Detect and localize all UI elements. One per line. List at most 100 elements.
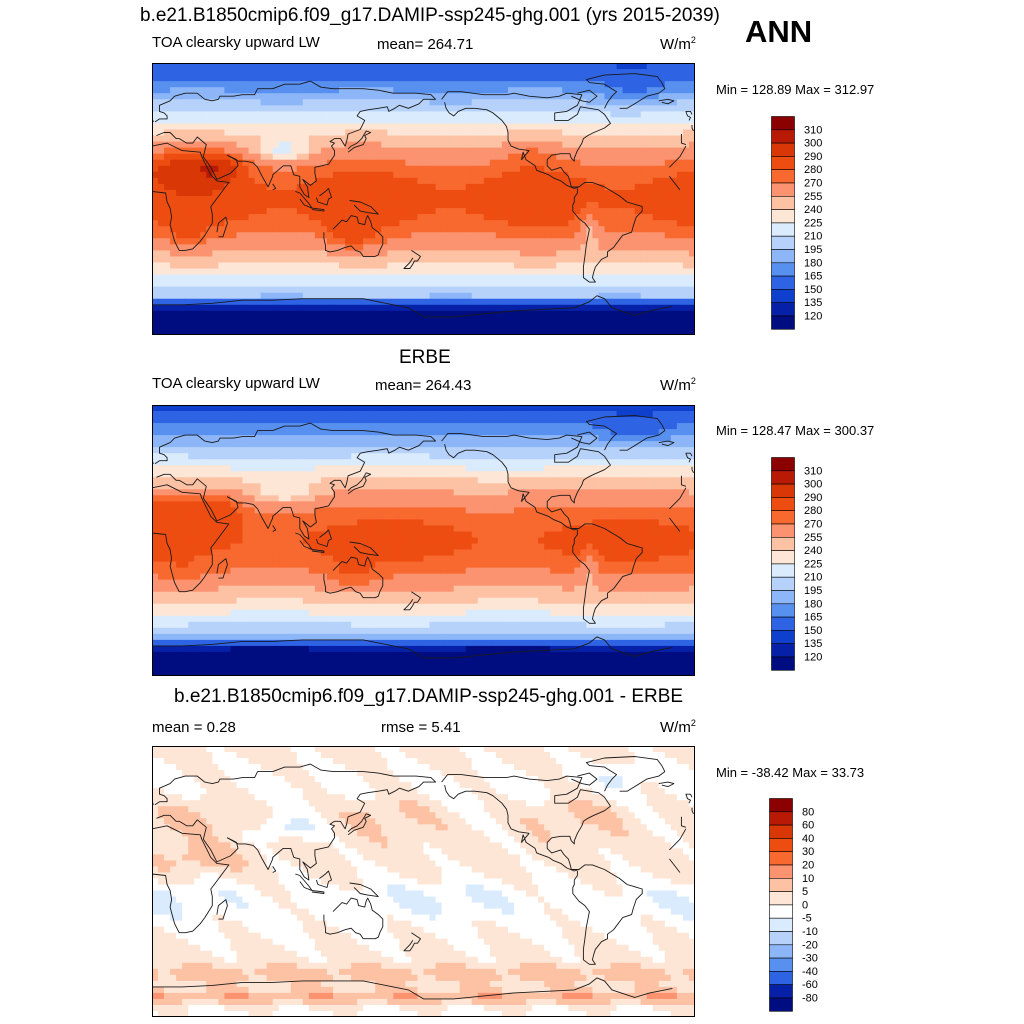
heatmap-cell	[520, 274, 527, 282]
heatmap-cell	[381, 262, 388, 270]
heatmap-cell	[194, 465, 201, 472]
heatmap-cell	[339, 147, 346, 155]
heatmap-cell	[242, 489, 250, 496]
heatmap-cell	[423, 292, 431, 300]
heatmap-cell	[236, 202, 244, 209]
heatmap-cell	[598, 153, 606, 161]
heatmap-cell	[326, 238, 334, 245]
heatmap-cell	[170, 615, 177, 623]
heatmap-cell	[230, 316, 238, 324]
heatmap-cell	[248, 93, 256, 100]
heatmap-cell	[254, 621, 262, 629]
heatmap-cell	[387, 280, 394, 288]
heatmap-cell	[622, 274, 630, 282]
heatmap-cell	[248, 220, 256, 227]
heatmap-cell	[411, 195, 419, 203]
heatmap-cell	[218, 153, 225, 161]
heatmap-cell	[164, 232, 171, 239]
heatmap-cell	[164, 441, 171, 448]
heatmap-cell	[405, 159, 413, 167]
heatmap-cell	[224, 495, 232, 502]
heatmap-cell	[387, 214, 394, 221]
heatmap-cell	[224, 274, 232, 282]
heatmap-cell	[242, 292, 250, 300]
heatmap-cell	[598, 87, 606, 94]
heatmap-cell	[176, 669, 183, 676]
heatmap-cell	[507, 298, 515, 306]
heatmap-cell	[242, 226, 250, 233]
heatmap-cell	[206, 591, 213, 599]
heatmap-cell	[393, 220, 400, 227]
heatmap-cell	[532, 214, 539, 221]
heatmap-cell	[326, 75, 334, 82]
heatmap-cell	[441, 141, 449, 149]
heatmap-cell	[664, 117, 672, 125]
heatmap-cell	[260, 405, 268, 412]
heatmap-cell	[351, 171, 358, 179]
heatmap-cell	[152, 328, 159, 335]
heatmap-cell	[411, 171, 419, 179]
heatmap-cell	[646, 310, 654, 318]
heatmap-cell	[224, 256, 232, 264]
heatmap-cell	[435, 232, 443, 239]
heatmap-cell	[538, 129, 545, 137]
colorbar-tick-label: 255	[804, 191, 822, 203]
heatmap-cells	[152, 405, 695, 676]
heatmap-cell	[399, 141, 406, 149]
heatmap-cell	[200, 250, 207, 258]
heatmap-cell	[411, 105, 419, 112]
heatmap-cell	[598, 226, 606, 233]
heatmap-cell	[152, 159, 159, 167]
heatmap-cell	[483, 147, 491, 155]
heatmap-cell	[248, 495, 256, 502]
heatmap-cell	[278, 232, 286, 239]
heatmap-cell	[200, 123, 207, 131]
heatmap-cell	[326, 195, 334, 203]
heatmap-cell	[399, 69, 406, 76]
heatmap-cell	[429, 292, 437, 300]
heatmap-cell	[152, 411, 159, 418]
heatmap-cell	[399, 286, 406, 294]
heatmap-cell	[507, 328, 515, 335]
heatmap-cell	[520, 202, 527, 209]
heatmap-cell	[314, 129, 322, 137]
heatmap-cell	[598, 280, 606, 288]
heatmap-cell	[200, 165, 207, 173]
heatmap-cell	[206, 441, 213, 448]
heatmap-cell	[580, 93, 587, 100]
heatmap-cell	[664, 195, 672, 203]
heatmap-cell	[272, 195, 280, 203]
heatmap-cell	[634, 117, 642, 125]
heatmap-cell	[640, 280, 648, 288]
heatmap-cell	[477, 238, 485, 245]
heatmap-cell	[604, 310, 612, 318]
heatmap-cell	[296, 123, 304, 131]
heatmap-cell	[628, 220, 636, 227]
heatmap-cell	[514, 183, 521, 191]
heatmap-cell	[634, 93, 642, 100]
heatmap-cell	[592, 286, 600, 294]
heatmap-cell	[580, 63, 587, 70]
heatmap-cell	[622, 117, 630, 125]
heatmap-cell	[399, 99, 406, 106]
heatmap-cell	[152, 202, 159, 209]
heatmap-cell	[646, 268, 654, 276]
heatmap-cell	[152, 429, 159, 436]
heatmap-cell	[314, 183, 322, 191]
heatmap-cell	[206, 165, 213, 173]
heatmap-cell	[435, 304, 443, 312]
heatmap-cell	[381, 147, 388, 155]
heatmap-cell	[562, 238, 569, 245]
heatmap-cell	[477, 63, 485, 70]
heatmap-cell	[260, 208, 268, 215]
heatmap-cell	[308, 316, 316, 324]
heatmap-cell	[447, 81, 455, 88]
heatmap-cell	[610, 177, 618, 185]
heatmap-cell	[290, 316, 298, 324]
heatmap-cell	[580, 177, 587, 185]
heatmap-cell	[230, 471, 238, 478]
heatmap-cell	[357, 232, 364, 239]
heatmap-cell	[260, 591, 268, 599]
heatmap-cell	[278, 322, 286, 330]
heatmap-cell	[369, 238, 376, 245]
